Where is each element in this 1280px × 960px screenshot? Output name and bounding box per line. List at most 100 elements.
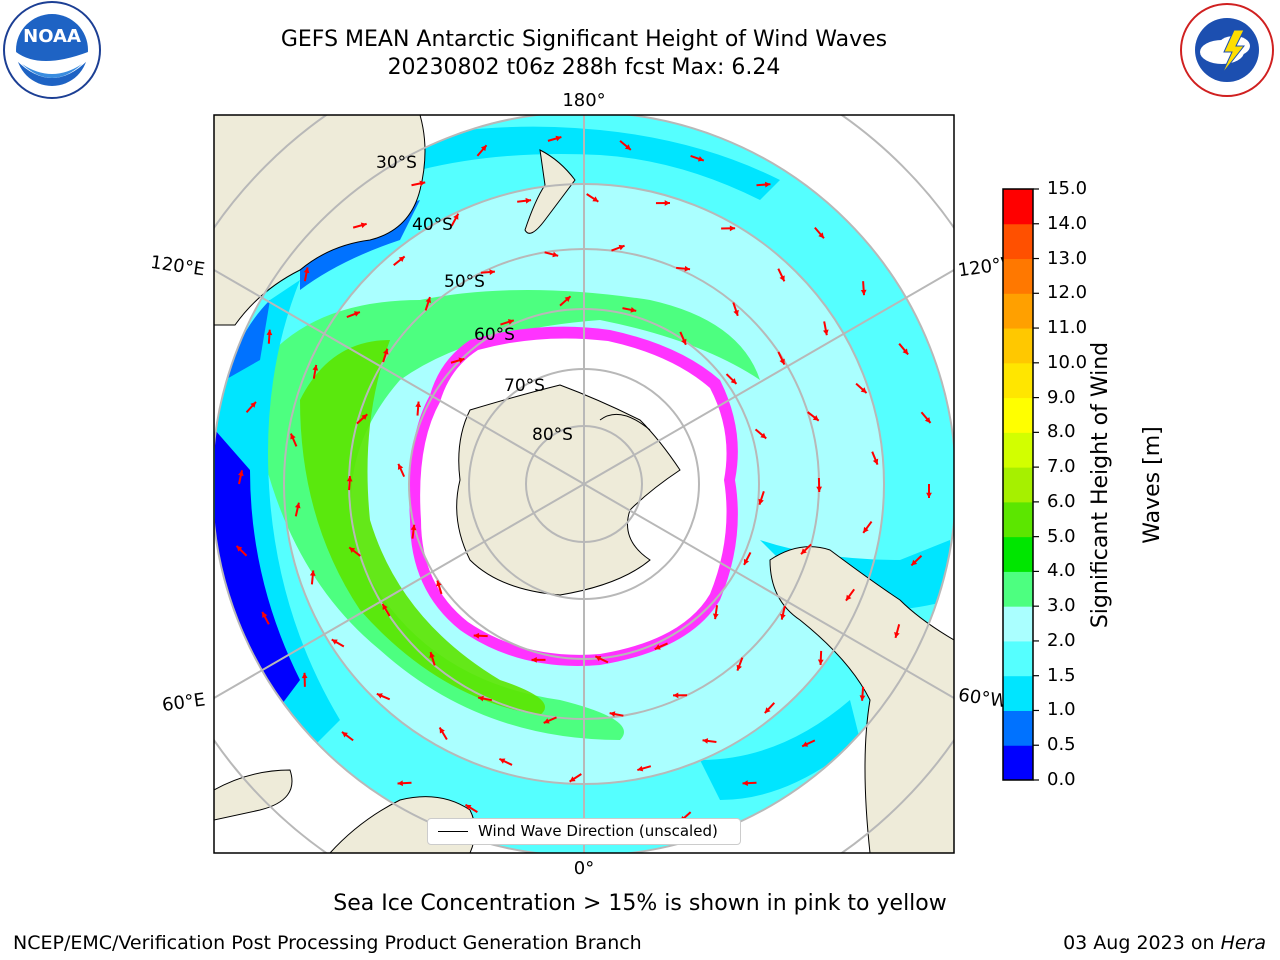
wave-direction-arrowhead	[911, 559, 918, 566]
wave-direction-arrowhead	[684, 265, 691, 272]
colorbar-segment	[1003, 328, 1033, 364]
wave-direction-arrowhead	[398, 256, 405, 262]
wave-direction-arrowhead	[382, 604, 388, 611]
colorbar-segment	[1003, 501, 1033, 538]
colorbar-tick-label: 4.0	[1047, 560, 1076, 582]
wave-direction-arrowhead	[673, 692, 679, 699]
wave-direction-arrowhead	[525, 197, 532, 204]
colorbar-segment	[1003, 467, 1033, 503]
wave-direction-arrowhead	[681, 338, 687, 345]
wave-direction-arrowhead	[902, 348, 909, 355]
chart-title: GEFS MEAN Antarctic Significant Height o…	[280, 27, 888, 52]
wave-direction-arrowhead	[624, 144, 631, 150]
footer-host: Hera	[1220, 932, 1266, 954]
wave-direction-arrowhead	[410, 524, 417, 531]
chart-subtitle: 20230802 t06z 288h fcst Max: 6.24	[387, 55, 781, 80]
wave-direction-arrowhead	[802, 741, 809, 747]
wave-direction-arrowhead	[736, 664, 742, 671]
footer-credit: NCEP/EMC/Verification Post Processing Pr…	[13, 932, 642, 954]
colorbar-segment	[1003, 258, 1033, 294]
wave-direction-arrowhead	[397, 463, 404, 470]
wave-direction-arrowhead	[346, 476, 353, 482]
colorbar-segment	[1003, 397, 1033, 433]
colorbar-tick-label: 11.0	[1047, 317, 1088, 339]
wave-direction-arrowhead	[419, 180, 426, 187]
south-america-land	[769, 546, 954, 853]
wave-direction-arrowhead	[262, 611, 268, 618]
wave-direction-arrowhead	[473, 632, 480, 639]
colorbar-segment	[1003, 189, 1033, 225]
footer-date: 03 Aug 2023 on Hera	[1063, 932, 1266, 954]
wave-direction-arrowhead	[730, 378, 737, 384]
colorbar-segment	[1003, 432, 1033, 468]
wave-direction-arrowhead	[817, 659, 824, 665]
colorbar-tick-label: 6.0	[1047, 490, 1076, 512]
wave-direction-arrowhead	[480, 145, 487, 152]
lon-label-top: 180°	[562, 90, 605, 111]
wave-direction-arrowhead	[742, 780, 748, 787]
lat-label-30s: 30°S	[376, 153, 417, 173]
wave-direction-arrowhead	[664, 200, 670, 206]
wave-direction-arrowhead	[301, 672, 308, 679]
wave-direction-arrowhead	[743, 558, 750, 565]
wave-direction-arrowhead	[478, 695, 484, 702]
wave-direction-arrowhead	[290, 433, 296, 440]
wave-direction-arrowhead	[758, 498, 764, 505]
wave-direction-arrowhead	[924, 417, 931, 423]
colorbar-title-line2: Waves [m]	[1140, 426, 1165, 544]
colorbar-segment	[1003, 293, 1033, 329]
map-frame	[213, 114, 955, 854]
wave-direction-arrowhead	[425, 297, 432, 303]
colorbar-tick-label: 2.0	[1047, 629, 1076, 651]
wave-direction-arrowhead	[507, 319, 514, 325]
colorbar-tick-label: 1.5	[1047, 664, 1076, 686]
map-legend: Wind Wave Direction (unscaled)	[427, 818, 741, 845]
lon-label-bottom: 0°	[574, 858, 594, 879]
colorbar-tick-label: 0.5	[1047, 734, 1076, 756]
wave-direction-arrowhead	[543, 718, 550, 724]
wave-direction-arrowhead	[697, 156, 704, 162]
wave-direction-arrowhead	[361, 414, 368, 420]
wave-direction-arrowhead	[654, 644, 661, 650]
wave-direction-arrowhead	[415, 401, 422, 408]
wave-direction-arrowhead	[733, 309, 739, 316]
wave-direction-arrowhead	[236, 545, 243, 552]
wave-direction-arrowhead	[250, 401, 256, 408]
wave-direction-arrowhead	[712, 613, 719, 620]
colorbar-segment	[1003, 640, 1033, 677]
wave-direction-arrowhead	[266, 329, 273, 336]
wave-direction-arrowhead	[376, 693, 383, 699]
colorbar-tick-label: 0.0	[1047, 769, 1076, 790]
wave-direction-arrowhead	[702, 738, 709, 744]
wave-direction-arrowhead	[465, 804, 472, 810]
wave-direction-arrowhead	[569, 776, 576, 782]
wave-direction-arrowhead	[552, 251, 559, 258]
wave-direction-arrowhead	[353, 311, 360, 317]
wave-direction-arrowhead	[331, 639, 338, 645]
wave-direction-arrowhead	[822, 329, 829, 336]
wave-direction-arrowhead	[872, 458, 879, 465]
colorbar-segment	[1003, 606, 1033, 642]
colorbar-segment	[1003, 710, 1033, 746]
colorbar-segment	[1003, 223, 1033, 260]
colorbar-segment	[1003, 675, 1033, 711]
wave-direction-arrowhead	[812, 415, 819, 421]
footer-date-text: 03 Aug 2023 on	[1063, 932, 1221, 954]
wave-direction-arrowhead	[453, 213, 459, 220]
legend-label: Wind Wave Direction (unscaled)	[478, 822, 718, 840]
colorbar-title-line1: Significant Height of Wind	[1088, 341, 1113, 629]
wave-direction-arrowhead	[439, 727, 445, 734]
wind-wave-arrows	[235, 135, 932, 835]
wave-direction-arrowhead	[630, 307, 637, 313]
wave-direction-arrowhead	[555, 135, 562, 142]
wave-direction-arrowhead	[894, 631, 900, 638]
noaa-logo: NOAA	[3, 1, 101, 99]
colorbar-segment	[1003, 745, 1033, 781]
colorbar-tick-label: 13.0	[1047, 247, 1088, 269]
nws-logo	[1180, 3, 1274, 97]
wave-direction-arrowhead	[859, 695, 866, 701]
wave-direction-arrowhead	[397, 780, 403, 787]
lat-label-40s: 40°S	[412, 215, 453, 235]
colorbar-segment	[1003, 536, 1033, 572]
